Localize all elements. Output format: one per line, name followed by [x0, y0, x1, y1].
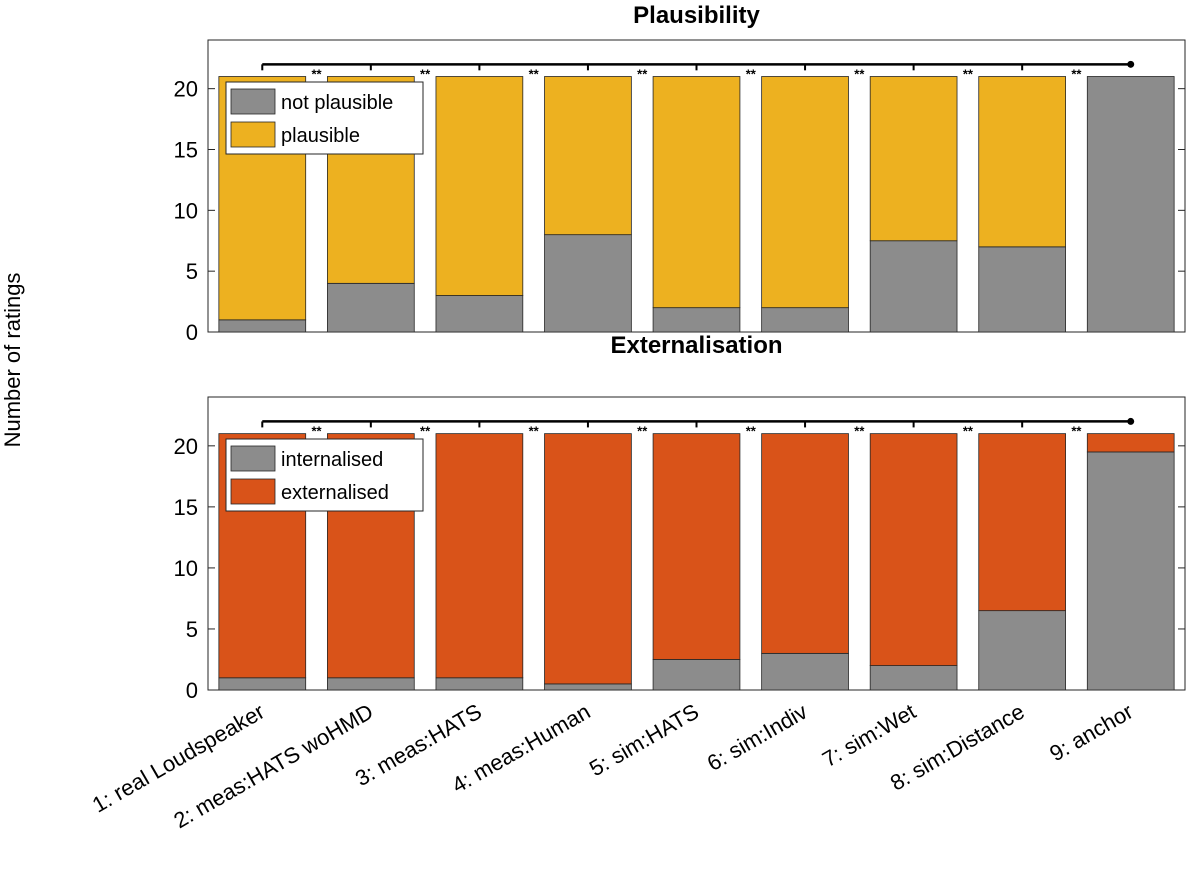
significance-marker: **: [854, 423, 865, 438]
legend-entry: plausible: [281, 125, 360, 147]
legend-entry: externalised: [281, 482, 389, 504]
x-category-label: 6: sim:Indiv: [703, 699, 812, 776]
bar-internalised-5: [652, 659, 741, 691]
bar-internalised-3: [435, 677, 524, 691]
bar-not-plausible-2: [327, 282, 415, 333]
significance-marker: **: [1071, 66, 1082, 81]
chart-panels: Plausibility 0 5 10 15 20 ** ** ** ** ** ** ** ** not …: [88, 2, 1186, 834]
bar-plausible-6: [761, 76, 849, 309]
significance-marker: **: [311, 423, 322, 438]
y-tick-label: 10: [174, 556, 198, 581]
bar-externalised-4: [544, 433, 632, 685]
significance-marker: **: [420, 423, 431, 438]
bar-not-plausible-6: [761, 307, 849, 333]
bar-internalised-1: [218, 677, 307, 691]
y-tick-label: 5: [186, 259, 198, 284]
significance-end-dot: [1127, 417, 1135, 425]
significance-marker: **: [854, 66, 865, 81]
bar-plausible-4: [544, 76, 632, 236]
significance-marker: **: [746, 66, 757, 81]
panel-title: Plausibility: [633, 2, 760, 29]
x-category-label: 9: anchor: [1045, 699, 1137, 767]
panel-1: Externalisation 0 5 10 15 20 ** ** ** ** ** ** ** ** i…: [174, 332, 1186, 703]
y-tick-label: 5: [186, 617, 198, 642]
significance-marker: **: [420, 66, 431, 81]
bar-not-plausible-5: [652, 307, 741, 333]
bar-not-plausible-7: [869, 240, 958, 333]
significance-marker: **: [963, 423, 974, 438]
bar-internalised-6: [761, 652, 849, 691]
bar-externalised-8: [978, 433, 1066, 612]
bar-internalised-9: [1086, 451, 1175, 691]
significance-marker: **: [637, 66, 648, 81]
legend-swatch: [230, 478, 276, 505]
bar-plausible-7: [869, 76, 958, 242]
y-tick-label: 20: [174, 77, 198, 102]
significance-marker: **: [1071, 423, 1082, 438]
bar-internalised-7: [869, 665, 958, 691]
significance-marker: **: [529, 423, 540, 438]
significance-end-dot: [1127, 60, 1135, 68]
bar-not-plausible-8: [978, 246, 1066, 333]
bar-not-plausible-4: [544, 234, 632, 333]
significance-marker: **: [637, 423, 648, 438]
significance-marker: **: [746, 423, 757, 438]
bar-externalised-6: [761, 433, 849, 654]
bar-plausible-3: [435, 76, 524, 296]
bar-externalised-7: [869, 433, 958, 666]
x-category-label: 1: real Loudspeaker: [88, 699, 269, 818]
bar-not-plausible-1: [218, 319, 307, 333]
bar-externalised-5: [652, 433, 741, 660]
legend-swatch: [230, 121, 276, 148]
x-category-label: 5: sim:HATS: [585, 699, 703, 782]
bar-not-plausible-3: [435, 295, 524, 333]
bar-not-plausible-9: [1086, 76, 1175, 333]
significance-marker: **: [311, 66, 322, 81]
significance-marker: **: [529, 66, 540, 81]
panel-0: Plausibility 0 5 10 15 20 ** ** ** ** ** ** ** ** not …: [174, 2, 1186, 345]
y-tick-label: 0: [186, 678, 198, 703]
x-category-label: 7: sim:Wet: [818, 699, 920, 772]
y-tick-label: 20: [174, 434, 198, 459]
significance-marker: **: [963, 66, 974, 81]
y-tick-label: 15: [174, 495, 198, 520]
legend-entry: not plausible: [281, 92, 393, 114]
x-category-label: 2: meas:HATS woHMD: [169, 699, 377, 834]
bar-plausible-5: [652, 76, 741, 309]
bar-externalised-3: [435, 433, 524, 679]
y-tick-label: 15: [174, 138, 198, 163]
y-axis-label: Number of ratings: [0, 273, 25, 448]
bar-internalised-8: [978, 610, 1066, 691]
legend-entry: internalised: [281, 449, 383, 471]
bar-internalised-2: [327, 677, 415, 691]
y-tick-label: 0: [186, 320, 198, 345]
bar-plausible-8: [978, 76, 1066, 248]
bar-internalised-4: [544, 683, 632, 691]
panel-title: Externalisation: [610, 332, 782, 359]
y-tick-label: 10: [174, 198, 198, 223]
bar-externalised-9: [1086, 433, 1175, 453]
legend-swatch: [230, 88, 276, 115]
legend-swatch: [230, 445, 276, 472]
